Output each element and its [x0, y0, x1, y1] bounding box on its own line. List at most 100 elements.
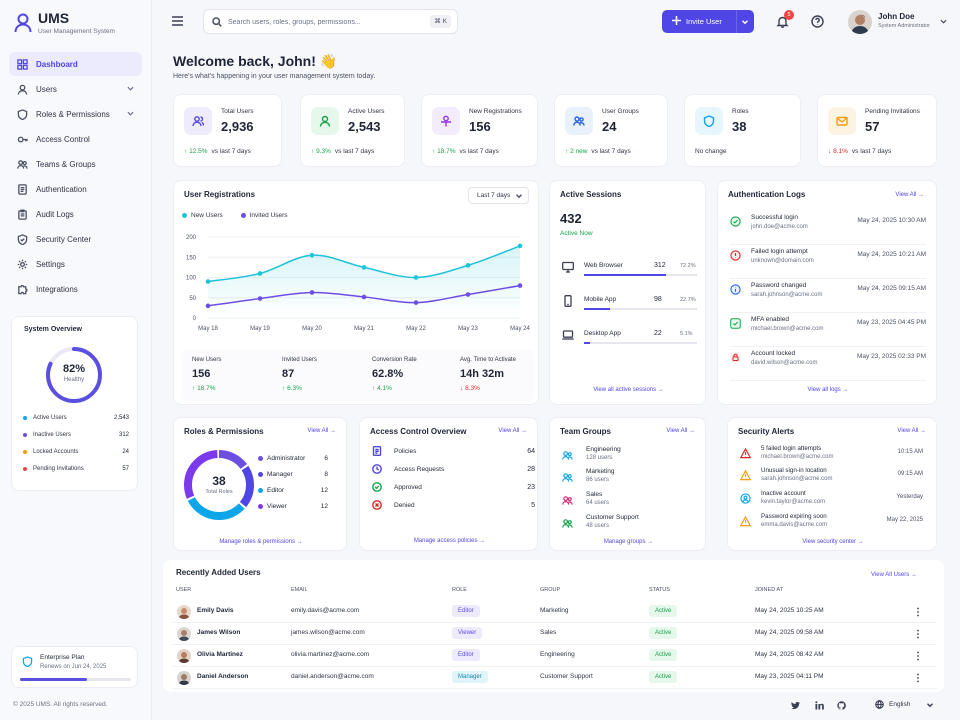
data-point[interactable] — [309, 252, 315, 258]
column-header-role[interactable]: ROLE — [452, 587, 467, 593]
sidebar-item-integrations[interactable]: Integrations — [9, 277, 142, 301]
alert-row[interactable]: 5 failed login attempts michael.brown@acm… — [740, 445, 923, 469]
more-vertical-icon[interactable] — [915, 651, 921, 661]
sidebar-item-access-control[interactable]: Access Control — [9, 127, 142, 151]
data-point[interactable] — [257, 271, 263, 276]
data-point[interactable] — [361, 265, 367, 270]
column-header-status[interactable]: STATUS — [649, 587, 670, 593]
sidebar-item-settings[interactable]: Settings — [9, 252, 142, 276]
log-row[interactable]: Password changed sarah.johnson@acme.com … — [730, 279, 926, 313]
log-row[interactable]: Account locked david.wilson@acme.com May… — [730, 347, 926, 381]
help-icon[interactable] — [811, 15, 824, 28]
data-point[interactable] — [517, 283, 523, 288]
chevron-down-icon[interactable] — [742, 19, 748, 25]
app-logo[interactable]: UMS User Management System — [14, 11, 115, 35]
data-point[interactable] — [465, 292, 471, 297]
alert-row[interactable]: Unusual sign-in location sarah.johnson@ac… — [740, 467, 923, 491]
user-name[interactable]: John Doe — [878, 12, 915, 21]
donut-slice[interactable] — [184, 450, 254, 520]
table-row[interactable]: Emily Davis emily.davis@acme.com Editor … — [173, 601, 937, 623]
search-input[interactable] — [228, 15, 418, 29]
data-point[interactable] — [257, 296, 263, 301]
view-logs-link[interactable]: View all logs → — [807, 387, 849, 393]
team-row[interactable]: Engineering 128 users — [562, 446, 682, 470]
menu-icon[interactable] — [172, 16, 183, 26]
stat-card-total-users[interactable]: Total Users 2,936 ↑ 12.5% vs last 7 days — [173, 94, 282, 167]
sidebar-item-authentication[interactable]: Authentication — [9, 177, 142, 201]
status-badge: Active — [649, 627, 678, 639]
team-row[interactable]: Marketing 86 users — [562, 468, 682, 492]
alert-row[interactable]: Password expiring soon emma.davis@acme.co… — [740, 513, 923, 537]
sidebar-item-users[interactable]: Users — [9, 77, 142, 101]
view-security-center-link[interactable]: View security center → — [802, 539, 864, 545]
plan-card[interactable]: Enterprise Plan Renews on Jun 24, 2025 — [11, 646, 138, 688]
stat-card-roles[interactable]: Roles 38 No change — [684, 94, 801, 167]
role-row[interactable]: Editor 12 — [258, 487, 328, 494]
more-vertical-icon[interactable] — [915, 629, 921, 639]
data-point[interactable] — [517, 243, 523, 249]
invite-user-button[interactable]: Invite User — [662, 10, 754, 33]
table-row[interactable]: Daniel Anderson daniel.anderson@acme.com… — [173, 667, 937, 689]
access-row[interactable]: Policies 64 — [372, 442, 535, 460]
more-vertical-icon[interactable] — [915, 673, 921, 683]
column-header-joined[interactable]: JOINED AT — [755, 587, 784, 593]
range-select[interactable]: Last 7 days — [468, 187, 529, 204]
language-select[interactable]: English — [875, 700, 933, 709]
role-row[interactable]: Manager 8 — [258, 471, 328, 478]
donut-slice[interactable] — [184, 450, 254, 520]
log-row[interactable]: Successful login john.doe@acme.com May 2… — [730, 211, 926, 245]
stat-card-new-registrations[interactable]: New Registrations 156 ↑ 18.7% vs last 7 d… — [421, 94, 538, 167]
access-row[interactable]: Access Requests 28 — [372, 460, 535, 478]
stat-card-user-groups[interactable]: User Groups 24 ↑ 2 new vs last 7 days — [554, 94, 668, 167]
log-row[interactable]: Failed login attempt unknown@domain.com … — [730, 245, 926, 279]
sidebar-item-roles[interactable]: Roles & Permissions — [9, 102, 142, 126]
stat-card-pending-invitations[interactable]: Pending Invitations 57 ↓ 8.1% vs last 7 d… — [817, 94, 937, 167]
warning-icon — [740, 448, 751, 459]
avatar[interactable] — [848, 10, 872, 34]
manage-roles-link[interactable]: Manage roles & permissions → — [219, 539, 303, 545]
manage-access-link[interactable]: Manage access policies → — [413, 538, 486, 544]
access-row[interactable]: Denied 5 — [372, 496, 535, 514]
sidebar-item-audit-logs[interactable]: Audit Logs — [9, 202, 142, 226]
access-view-all[interactable]: View All → — [498, 428, 527, 434]
chevron-down-icon[interactable] — [940, 18, 947, 25]
github-icon[interactable] — [837, 701, 846, 710]
role-row[interactable]: Viewer 12 — [258, 503, 328, 510]
alert-row[interactable]: Inactive account kevin.taylor@acme.com Yes… — [740, 490, 923, 514]
sidebar-item-dashboard[interactable]: Dashboard — [9, 52, 142, 76]
column-header-email[interactable]: EMAIL — [291, 587, 308, 593]
search-bar[interactable]: ⌘ K — [203, 9, 458, 34]
data-point[interactable] — [205, 303, 211, 309]
donut-slice[interactable] — [184, 450, 254, 520]
table-row[interactable]: James Wilson james.wilson@acme.com Viewe… — [173, 623, 937, 645]
data-point[interactable] — [413, 275, 419, 280]
team-row[interactable]: Sales 64 users — [562, 491, 682, 515]
data-point[interactable] — [361, 294, 367, 300]
access-row[interactable]: Approved 23 — [372, 478, 535, 496]
roles-view-all[interactable]: View All → — [307, 428, 336, 434]
table-row[interactable]: Olivia Martinez olivia.martinez@acme.com… — [173, 645, 937, 667]
column-header-group[interactable]: GROUP — [540, 587, 561, 593]
more-vertical-icon[interactable] — [915, 607, 921, 617]
data-point[interactable] — [309, 290, 315, 295]
log-row[interactable]: MFA enabled michael.brown@acme.com May 2… — [730, 313, 926, 347]
stat-card-active-users[interactable]: Active Users 2,543 ↑ 9.3% vs last 7 days — [300, 94, 405, 167]
data-point[interactable] — [465, 263, 471, 268]
role-row[interactable]: Administrator 6 — [258, 455, 328, 462]
data-point[interactable] — [413, 300, 419, 305]
recent-users-view-all[interactable]: View All Users → — [871, 572, 917, 578]
team-row[interactable]: Customer Support 48 users — [562, 514, 682, 538]
twitter-icon[interactable] — [791, 701, 800, 710]
alerts-view-all[interactable]: View All → — [897, 428, 926, 434]
donut-slice[interactable] — [184, 450, 254, 520]
column-header-user[interactable]: USER — [176, 587, 192, 593]
sidebar-item-security-center[interactable]: Security Center — [9, 227, 142, 251]
stat-change: No change — [695, 148, 726, 155]
view-sessions-link[interactable]: View all active sessions → — [593, 387, 664, 393]
data-point[interactable] — [205, 279, 211, 284]
manage-groups-link[interactable]: Manage groups → — [603, 539, 654, 545]
linkedin-icon[interactable] — [815, 701, 824, 710]
teams-view-all[interactable]: View All → — [666, 428, 695, 434]
auth-logs-view-all[interactable]: View All → — [895, 192, 924, 198]
sidebar-item-teams[interactable]: Teams & Groups — [9, 152, 142, 176]
